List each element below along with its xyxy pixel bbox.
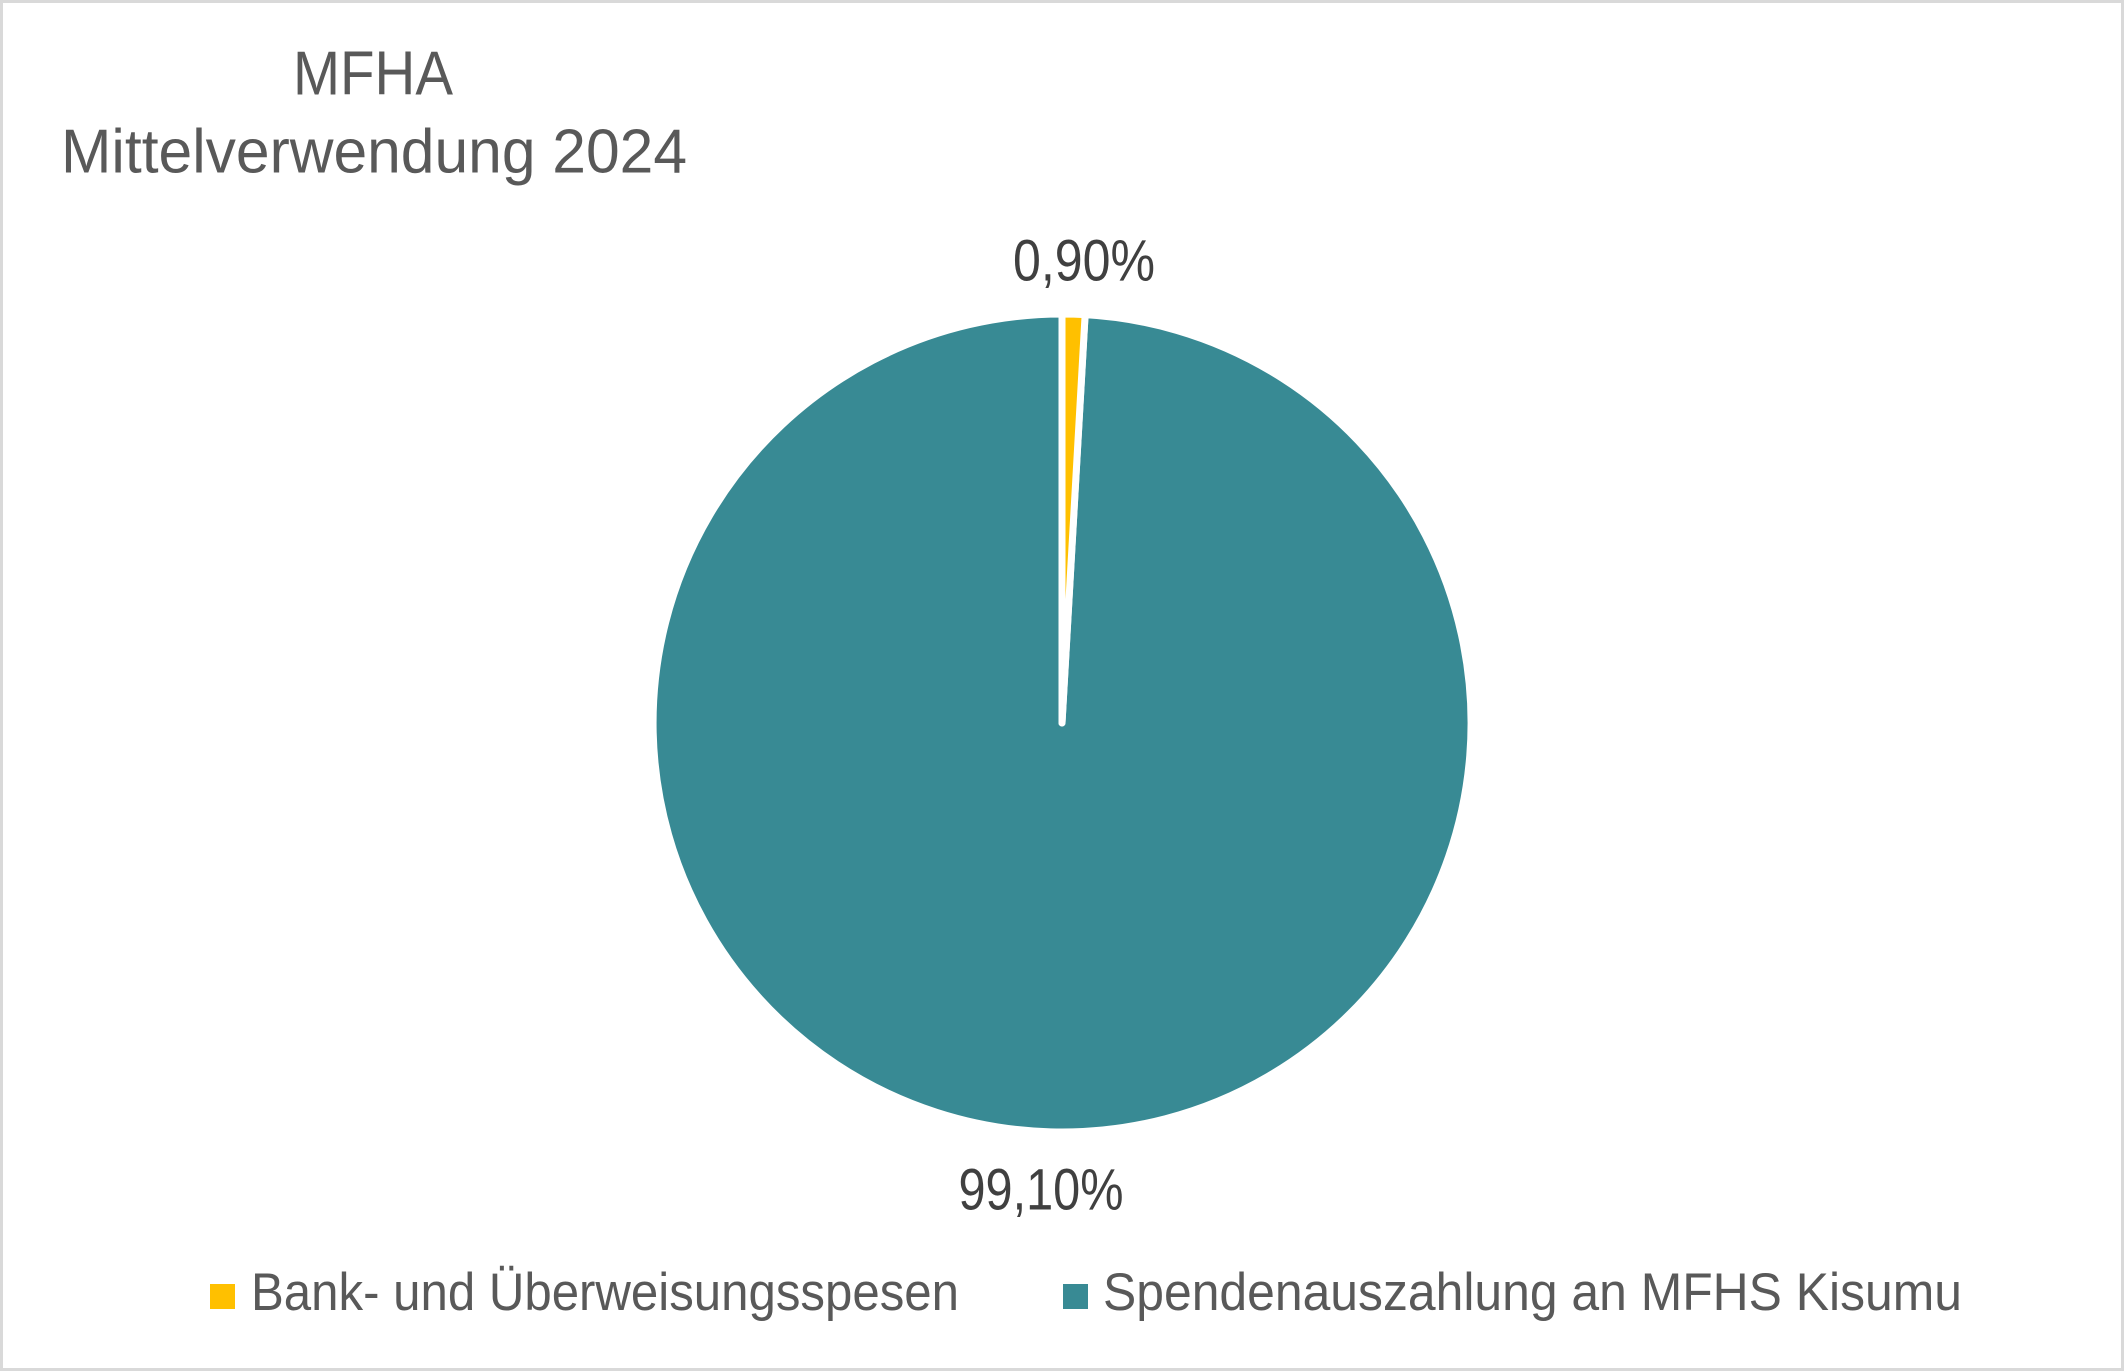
svg-text:Mittelverwendung 2024: Mittelverwendung 2024 [61,116,687,186]
svg-text:99,10%: 99,10% [959,1158,1124,1223]
svg-text:MFHA: MFHA [293,38,453,108]
svg-text:0,90%: 0,90% [1013,229,1155,294]
svg-text:Spendenauszahlung an MFHS Kisu: Spendenauszahlung an MFHS Kisumu [1103,1263,1962,1322]
svg-text:Bank- und Überweisungsspesen: Bank- und Überweisungsspesen [251,1263,959,1322]
